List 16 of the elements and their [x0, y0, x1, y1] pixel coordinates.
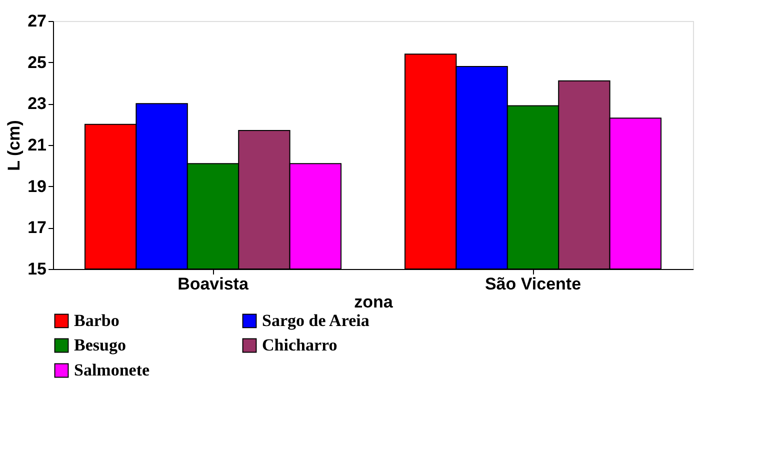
legend-label: Salmonete — [74, 360, 150, 380]
x-tick-label: Boavista — [178, 274, 249, 294]
y-tick-label: 23 — [28, 94, 46, 114]
y-axis-title: L (cm) — [4, 120, 24, 171]
legend-label: Barbo — [74, 310, 120, 330]
y-tick-label: 19 — [28, 176, 46, 196]
y-tick-label: 17 — [28, 218, 46, 238]
y-tick-label: 27 — [28, 12, 46, 30]
legend-label: Sargo de Areia — [262, 310, 370, 330]
legend-label: Besugo — [74, 336, 126, 354]
y-tick-label: 21 — [28, 136, 46, 154]
x-tick-label: São Vicente — [484, 274, 582, 294]
y-tick-label: 25 — [28, 52, 46, 72]
y-tick-label: 15 — [28, 260, 46, 278]
legend-label: Chicharro — [262, 336, 338, 354]
x-axis-title: zona — [354, 292, 394, 312]
